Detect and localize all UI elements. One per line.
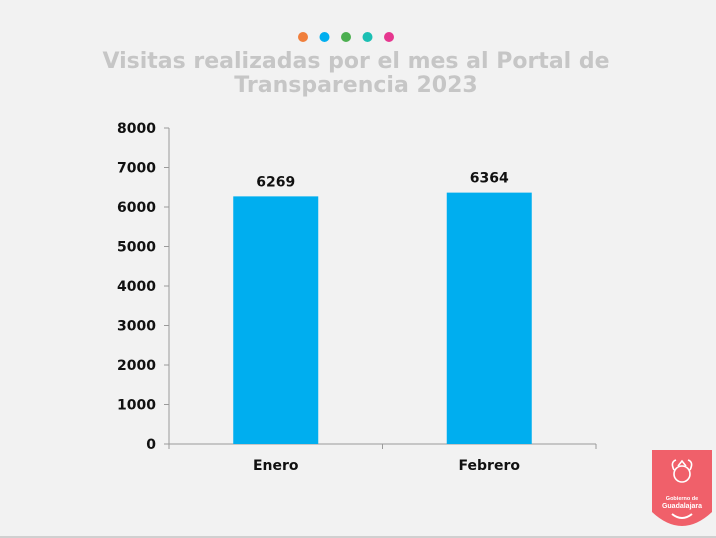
y-tick-label: 1000	[117, 398, 156, 414]
guadalajara-seal-icon	[652, 450, 712, 526]
logo-smile-icon	[671, 513, 693, 519]
bar-enero	[233, 196, 319, 444]
logo-line-2: Guadalajara	[662, 503, 702, 510]
logo-line-1: Gobierno de	[666, 496, 698, 502]
y-tick-label: 4000	[117, 279, 156, 295]
decorative-dot	[319, 32, 330, 42]
decorative-dot	[298, 32, 308, 42]
y-tick-label: 7000	[117, 161, 156, 177]
y-tick-label: 5000	[117, 240, 156, 256]
bottom-border	[0, 536, 716, 538]
plot-area: 0 1000 2000 3000 4000 5000 6000 7000 8000 6269 Ene…	[117, 121, 597, 474]
logo-badge: Gobierno de Guadalajara	[652, 450, 712, 526]
decorative-dot	[362, 32, 373, 42]
chart-title-line-2: Transparencia 2023	[234, 73, 477, 98]
chart-title-line-1: Visitas realizadas por el mes al Portal …	[102, 49, 609, 74]
bar-febrero	[446, 192, 532, 444]
decorative-dot	[341, 32, 351, 42]
x-category-label: Enero	[253, 458, 299, 474]
decorative-dots	[298, 32, 394, 42]
y-tick-label: 3000	[117, 319, 156, 335]
bar-value-label: 6364	[470, 171, 509, 187]
seal-emblem-icon	[671, 459, 693, 483]
y-tick-label: 2000	[117, 358, 156, 374]
x-category-label: Febrero	[459, 458, 521, 474]
y-tick-label: 0	[146, 437, 156, 453]
bar-value-label: 6269	[256, 174, 295, 190]
y-tick-label: 6000	[117, 200, 156, 216]
decorative-dot	[384, 32, 394, 42]
y-tick-label: 8000	[117, 121, 156, 137]
